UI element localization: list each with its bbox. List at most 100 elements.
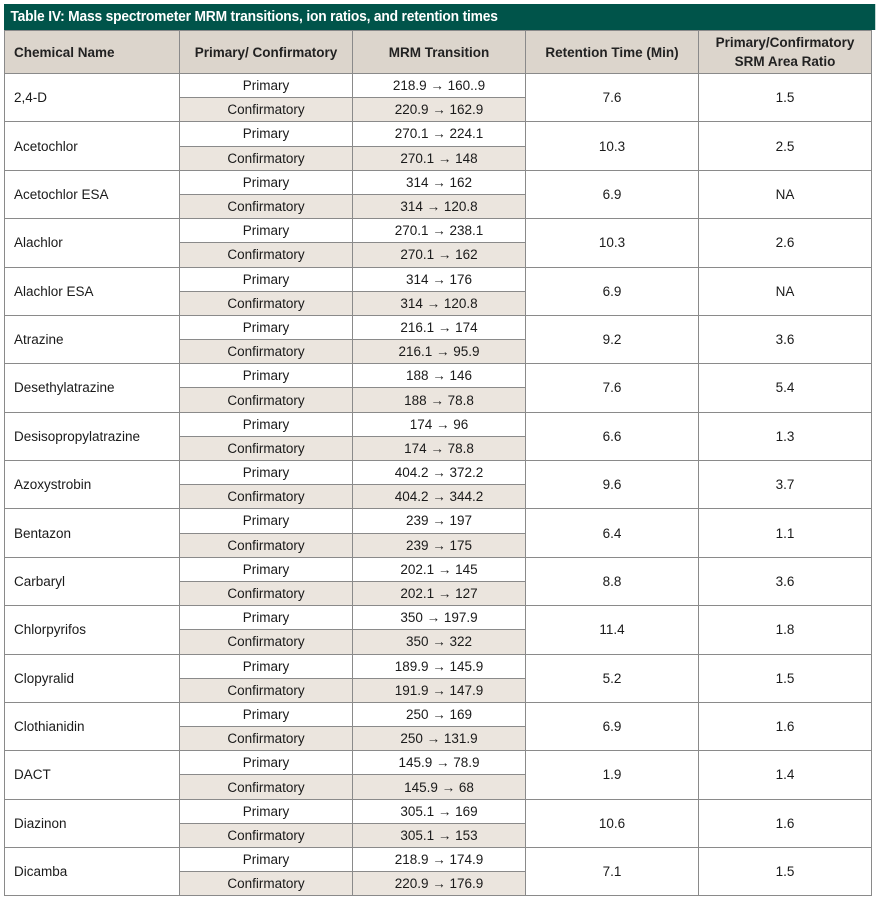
table-row-confirmatory: Confirmatory 216.1 → 95.9 [5, 339, 872, 365]
area-ratio-cell: NA [698, 266, 872, 316]
primary-label-cell: Primary [179, 798, 353, 824]
primary-label-cell: Primary [179, 701, 353, 728]
primary-transition-cell: 270.1 → 238.1 [352, 218, 526, 244]
header-area-ratio: Primary/Confirmatory SRM Area Ratio [698, 30, 872, 74]
primary-transition-cell: 189.9 → 145.9 [352, 653, 526, 679]
table-row-primary: Clothianidin Primary 250 → 169 6.9 1.6 [4, 701, 872, 752]
chemical-name-cell: Chlorpyrifos [4, 605, 180, 655]
primary-label-cell: Primary [179, 605, 353, 631]
primary-label-cell: Primary [179, 459, 353, 486]
table-row-confirmatory: Confirmatory 270.1 → 162 [5, 242, 872, 268]
retention-time-cell: 10.3 [525, 218, 699, 268]
table-row-primary: Carbaryl Primary 202.1 → 145 8.8 3.6 [4, 556, 872, 607]
confirmatory-transition-cell: 350 → 322 [352, 629, 526, 655]
confirmatory-label-cell: Confirmatory [179, 871, 353, 897]
confirmatory-transition-cell: 404.2 → 344.2 [352, 484, 526, 510]
primary-transition-cell: 314 → 162 [352, 169, 526, 195]
area-ratio-cell: 1.6 [698, 701, 872, 752]
confirmatory-label-cell: Confirmatory [179, 145, 353, 171]
table-row-confirmatory: Confirmatory 191.9 → 147.9 [5, 677, 872, 703]
retention-time-cell: 7.1 [525, 846, 699, 897]
table-row-confirmatory: Confirmatory 305.1 → 153 [5, 822, 872, 849]
retention-time-cell: 7.6 [525, 72, 699, 123]
area-ratio-cell: 1.5 [698, 846, 872, 897]
primary-label-cell: Primary [179, 750, 353, 776]
chemical-name-cell: Diazinon [4, 798, 180, 849]
confirmatory-label-cell: Confirmatory [179, 580, 353, 607]
table-row-primary: DACT Primary 145.9 → 78.9 1.9 1.4 [4, 750, 872, 800]
table-row-confirmatory: Confirmatory 220.9 → 162.9 [5, 97, 872, 123]
table-row-confirmatory: Confirmatory 239 → 175 [5, 532, 872, 558]
table-row-primary: Diazinon Primary 305.1 → 169 10.6 1.6 [4, 798, 872, 849]
chemical-name-cell: Desethylatrazine [4, 363, 180, 413]
confirmatory-label-cell: Confirmatory [179, 822, 353, 849]
retention-time-cell: 7.6 [525, 363, 699, 413]
table-row-primary: Desisopropylatrazine Primary 174 → 96 6.6 1.… [4, 411, 872, 462]
primary-label-cell: Primary [179, 266, 353, 292]
retention-time-cell: 10.6 [525, 798, 699, 849]
confirmatory-label-cell: Confirmatory [179, 242, 353, 268]
confirmatory-label-cell: Confirmatory [179, 726, 353, 752]
retention-time-cell: 5.2 [525, 653, 699, 703]
chemical-name-cell: Desisopropylatrazine [4, 411, 180, 462]
table-row-confirmatory: Confirmatory 188 → 78.8 [5, 387, 872, 413]
header-chemical-name: Chemical Name [4, 30, 180, 74]
area-ratio-cell: 3.6 [698, 556, 872, 607]
table-row-primary: Chlorpyrifos Primary 350 → 197.9 11.4 1.8 [4, 605, 872, 655]
primary-transition-cell: 145.9 → 78.9 [352, 750, 526, 776]
primary-transition-cell: 250 → 169 [352, 701, 526, 728]
area-ratio-cell: NA [698, 169, 872, 220]
chemical-name-cell: Dicamba [4, 846, 180, 897]
confirmatory-transition-cell: 191.9 → 147.9 [352, 677, 526, 703]
retention-time-cell: 6.9 [525, 169, 699, 220]
confirmatory-label-cell: Confirmatory [179, 532, 353, 558]
table-row-confirmatory: Confirmatory 145.9 → 68 [5, 774, 872, 800]
header-retention-time: Retention Time (Min) [525, 30, 699, 74]
area-ratio-cell: 2.5 [698, 121, 872, 171]
retention-time-cell: 8.8 [525, 556, 699, 607]
confirmatory-label-cell: Confirmatory [179, 290, 353, 316]
area-ratio-cell: 1.6 [698, 798, 872, 849]
confirmatory-transition-cell: 216.1 → 95.9 [352, 339, 526, 365]
primary-transition-cell: 239 → 197 [352, 508, 526, 534]
primary-label-cell: Primary [179, 218, 353, 244]
chemical-name-cell: Azoxystrobin [4, 459, 180, 510]
confirmatory-transition-cell: 145.9 → 68 [352, 774, 526, 800]
confirmatory-transition-cell: 250 → 131.9 [352, 726, 526, 752]
confirmatory-transition-cell: 202.1 → 127 [352, 580, 526, 607]
primary-transition-cell: 174 → 96 [352, 411, 526, 437]
primary-transition-cell: 188 → 146 [352, 363, 526, 389]
retention-time-cell: 9.6 [525, 459, 699, 510]
chemical-name-cell: Clothianidin [4, 701, 180, 752]
chemical-name-cell: Alachlor ESA [4, 266, 180, 316]
confirmatory-transition-cell: 305.1 → 153 [352, 822, 526, 849]
chemical-name-cell: DACT [4, 750, 180, 800]
confirmatory-transition-cell: 270.1 → 148 [352, 145, 526, 171]
primary-transition-cell: 350 → 197.9 [352, 605, 526, 631]
chemical-name-cell: Carbaryl [4, 556, 180, 607]
chemical-name-cell: Bentazon [4, 508, 180, 558]
primary-label-cell: Primary [179, 72, 353, 99]
confirmatory-label-cell: Confirmatory [179, 387, 353, 413]
primary-label-cell: Primary [179, 169, 353, 195]
chemical-name-cell: Clopyralid [4, 653, 180, 703]
primary-label-cell: Primary [179, 314, 353, 341]
area-ratio-cell: 1.4 [698, 750, 872, 800]
table-row-primary: Clopyralid Primary 189.9 → 145.9 5.2 1.5 [4, 653, 872, 703]
retention-time-cell: 1.9 [525, 750, 699, 800]
primary-label-cell: Primary [179, 556, 353, 582]
table-row-primary: Dicamba Primary 218.9 → 174.9 7.1 1.5 [4, 846, 872, 897]
retention-time-cell: 6.9 [525, 701, 699, 752]
confirmatory-label-cell: Confirmatory [179, 677, 353, 703]
primary-transition-cell: 404.2 → 372.2 [352, 459, 526, 486]
primary-transition-cell: 216.1 → 174 [352, 314, 526, 341]
primary-label-cell: Primary [179, 363, 353, 389]
retention-time-cell: 10.3 [525, 121, 699, 171]
chemical-name-cell: Atrazine [4, 314, 180, 365]
table-title: Table IV: Mass spectrometer MRM transiti… [4, 4, 876, 30]
table-row-confirmatory: Confirmatory 314 → 120.8 [5, 193, 872, 220]
confirmatory-label-cell: Confirmatory [179, 484, 353, 510]
table-row-confirmatory: Confirmatory 314 → 120.8 [5, 290, 872, 316]
confirmatory-transition-cell: 188 → 78.8 [352, 387, 526, 413]
chemical-name-cell: Acetochlor ESA [4, 169, 180, 220]
